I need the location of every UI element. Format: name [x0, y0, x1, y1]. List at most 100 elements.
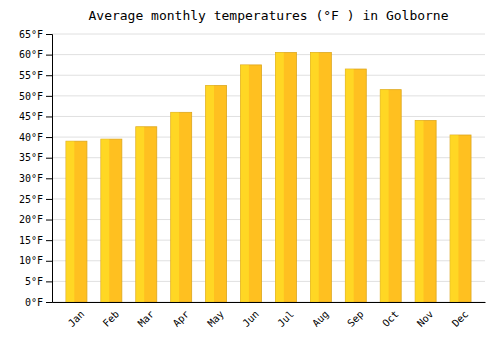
y-tick-label: 5°F: [25, 276, 43, 287]
x-tick: Dec: [450, 308, 471, 329]
y-tick-label: 10°F: [19, 255, 43, 266]
y-tick-mark: [46, 75, 52, 76]
x-tick-label: Aug: [310, 308, 331, 329]
y-tick-label: 40°F: [19, 132, 43, 143]
y-tick: 5°F: [25, 276, 52, 287]
bar-highlight: [345, 69, 353, 302]
x-tick-label: Sep: [345, 308, 366, 329]
title: Average monthly temperatures (°F ) in Go…: [88, 8, 448, 23]
y-tick-label: 25°F: [19, 194, 43, 205]
bar-highlight: [275, 53, 283, 302]
grid-line: [52, 95, 485, 96]
y-tick: 45°F: [19, 111, 52, 122]
bar-highlight: [415, 121, 423, 302]
bar: [171, 112, 192, 302]
y-tick-mark: [46, 137, 52, 138]
bar: [241, 65, 262, 302]
y-tick-label: 45°F: [19, 111, 43, 122]
x-tick-label: Feb: [101, 308, 122, 329]
y-tick-mark: [46, 302, 52, 303]
bar-highlight: [310, 53, 318, 302]
plot-area: 0°F 5°F 10°F 15°F 20°F 25°F 30°F 35°F 40°F 45°F 50…: [19, 29, 486, 329]
bar-highlight: [206, 86, 214, 302]
chart-svg: 0°F 5°F 10°F 15°F 20°F 25°F 30°F 35°F 40°F 45°F 50…: [0, 0, 500, 350]
bar: [275, 53, 296, 302]
bar: [136, 127, 157, 302]
y-tick: 65°F: [19, 29, 52, 40]
y-tick-label: 50°F: [19, 91, 43, 102]
y-tick-label: 55°F: [19, 70, 43, 81]
y-axis: 0°F 5°F 10°F 15°F 20°F 25°F 30°F 35°F 40°F 45°F 50…: [19, 29, 53, 308]
y-axis-line: [46, 35, 53, 303]
x-tick: Oct: [380, 308, 401, 329]
grid: [52, 34, 485, 302]
x-tick-label: Apr: [171, 308, 192, 329]
x-tick: Jun: [240, 308, 261, 329]
y-tick: 0°F: [25, 297, 52, 308]
y-tick-mark: [46, 220, 52, 221]
x-axis-line: [53, 302, 486, 303]
y-tick-mark: [46, 199, 52, 200]
bar-highlight: [101, 139, 109, 302]
y-tick: 25°F: [19, 194, 52, 205]
x-tick-label: Mar: [136, 308, 157, 329]
y-tick-label: 20°F: [19, 214, 43, 225]
x-tick-label: Oct: [380, 308, 401, 329]
y-tick-label: 0°F: [25, 297, 43, 308]
y-tick-mark: [46, 261, 52, 262]
bar: [345, 69, 366, 302]
bar-highlight: [171, 112, 179, 302]
x-tick: Jul: [275, 308, 296, 329]
bar-highlight: [450, 135, 458, 302]
y-tick: 50°F: [19, 91, 52, 102]
x-tick: Feb: [101, 308, 122, 329]
y-tick-mark: [46, 281, 52, 282]
x-tick-label: Dec: [450, 308, 471, 329]
y-tick: 40°F: [19, 132, 52, 143]
y-tick-label: 35°F: [19, 152, 43, 163]
x-tick-label: Jun: [240, 308, 261, 329]
grid-line: [52, 34, 485, 35]
grid-line: [52, 116, 485, 117]
bar: [101, 139, 122, 302]
bar-highlight: [136, 127, 144, 302]
bar: [66, 141, 87, 302]
x-tick-label: Jan: [66, 308, 87, 329]
chart-container: 0°F 5°F 10°F 15°F 20°F 25°F 30°F 35°F 40°F 45°F 50…: [0, 0, 500, 350]
x-tick: Aug: [310, 308, 331, 329]
y-tick-label: 15°F: [19, 235, 43, 246]
y-tick-label: 65°F: [19, 29, 43, 40]
y-tick: 20°F: [19, 214, 52, 225]
bars: [66, 53, 471, 302]
bar: [380, 90, 401, 302]
y-tick: 60°F: [19, 49, 52, 60]
bar: [206, 86, 227, 302]
x-tick: Apr: [171, 308, 192, 329]
x-tick-label: Jul: [275, 308, 296, 329]
y-tick: 10°F: [19, 255, 52, 266]
y-tick-mark: [46, 178, 52, 179]
grid-line: [52, 54, 485, 55]
y-tick: 30°F: [19, 173, 52, 184]
bar-highlight: [66, 141, 74, 302]
bar: [415, 121, 436, 302]
x-axis: Jan Feb Mar Apr May Jun Jul Aug Sep Oct Nov Dec: [53, 303, 486, 329]
bar-highlight: [241, 65, 249, 302]
y-tick-label: 30°F: [19, 173, 43, 184]
y-tick-mark: [46, 34, 52, 35]
x-tick-label: May: [205, 308, 226, 329]
y-tick-mark: [46, 116, 52, 117]
x-tick: Sep: [345, 308, 366, 329]
bar-highlight: [380, 90, 388, 302]
y-tick-mark: [46, 96, 52, 97]
y-tick: 55°F: [19, 70, 52, 81]
y-tick-label: 60°F: [19, 49, 43, 60]
x-tick: Mar: [136, 308, 157, 329]
x-tick-label: Nov: [415, 308, 436, 329]
y-tick: 35°F: [19, 152, 52, 163]
x-tick: Nov: [415, 308, 436, 329]
bar: [310, 53, 331, 302]
x-tick: May: [205, 308, 226, 329]
y-tick-mark: [46, 55, 52, 56]
y-tick-mark: [46, 158, 52, 159]
